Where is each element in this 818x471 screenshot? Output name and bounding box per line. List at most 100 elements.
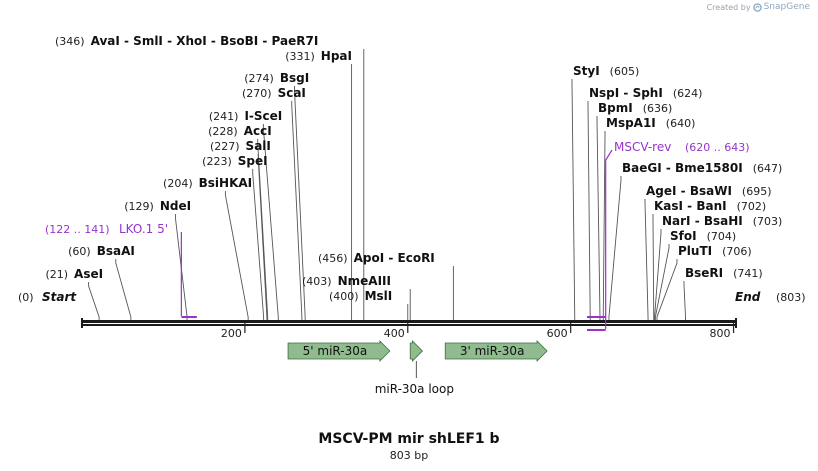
enzyme-name: ScaI bbox=[278, 86, 306, 100]
backbone bbox=[81, 318, 737, 328]
enzyme-position: (703) bbox=[753, 215, 783, 228]
feature[interactable]: miR-30a loop bbox=[375, 340, 454, 396]
enzyme-label[interactable]: (270) ScaI bbox=[242, 86, 306, 100]
end-label: End bbox=[735, 290, 761, 304]
enzyme-name: SpeI bbox=[238, 154, 268, 168]
enzyme-label[interactable]: PluTI (706) bbox=[678, 244, 752, 258]
enzyme-position: (331) bbox=[285, 50, 315, 63]
enzyme-label[interactable]: (21) AseI bbox=[45, 267, 103, 281]
enzyme-label[interactable]: (223) SpeI bbox=[202, 154, 267, 168]
end-position: (803) bbox=[776, 291, 806, 304]
enzyme-name: BpmI bbox=[598, 101, 633, 115]
enzyme-leader-line bbox=[654, 229, 662, 320]
enzyme-position: (403) bbox=[302, 275, 332, 288]
enzyme-leader-line bbox=[602, 131, 606, 320]
enzyme-label[interactable]: (228) AccI bbox=[208, 124, 272, 138]
enzyme-label[interactable]: AgeI - BsaWI (695) bbox=[646, 184, 772, 198]
enzyme-name: NspI - SphI bbox=[589, 86, 663, 100]
enzyme-label[interactable]: (60) BsaAI bbox=[68, 244, 135, 258]
enzyme-name: BsgI bbox=[280, 71, 309, 85]
enzyme-name: HpaI bbox=[321, 49, 352, 63]
enzyme-label[interactable]: (403) NmeAIII bbox=[302, 274, 391, 288]
enzyme-label[interactable]: StyI (605) bbox=[573, 64, 639, 78]
enzyme-position: (129) bbox=[124, 200, 154, 213]
enzyme-leader-lines bbox=[88, 49, 686, 320]
enzyme-name: AvaI - SmlI - XhoI - BsoBI - PaeR7I bbox=[91, 34, 319, 48]
enzyme-label[interactable]: BaeGI - Bme1580I (647) bbox=[622, 161, 782, 175]
enzyme-leader-line bbox=[608, 176, 622, 320]
primers: (122 .. 141) LKO.1 5' MSCV-rev (620 .. 643) bbox=[45, 140, 750, 331]
primer[interactable]: MSCV-rev (620 .. 643) bbox=[586, 140, 750, 331]
enzyme-name: AccI bbox=[244, 124, 272, 138]
features: 5' miR-30a miR-30a loop 3' miR-30a bbox=[287, 340, 548, 396]
enzyme-label[interactable]: MspA1I (640) bbox=[606, 116, 695, 130]
enzyme-leader-line bbox=[224, 191, 249, 320]
snapgene-credit: Created by SnapGene bbox=[707, 2, 810, 12]
enzyme-position: (636) bbox=[643, 102, 673, 115]
enzyme-name: SalI bbox=[246, 139, 271, 153]
enzyme-leader-line bbox=[291, 101, 303, 320]
enzyme-name: BsiHKAI bbox=[199, 176, 253, 190]
enzyme-name: MspA1I bbox=[606, 116, 656, 130]
enzyme-label[interactable]: (241) I-SceI bbox=[209, 109, 282, 123]
enzyme-label[interactable]: (346) AvaI - SmlI - XhoI - BsoBI - PaeR7I bbox=[55, 34, 318, 48]
enzyme-labels: (21) AseI (60) BsaAI (129) NdeI (204) BsiHKAI (2… bbox=[45, 34, 782, 303]
enzyme-position: (647) bbox=[753, 162, 783, 175]
enzyme-position: (241) bbox=[209, 110, 239, 123]
start-label: Start bbox=[42, 290, 77, 304]
feature-arrow bbox=[409, 340, 424, 362]
enzyme-leader-line bbox=[252, 169, 265, 320]
enzyme-label[interactable]: (456) ApoI - EcoRI bbox=[318, 251, 435, 265]
enzyme-label[interactable]: (227) SalI bbox=[210, 139, 271, 153]
feature-label: 3' miR-30a bbox=[460, 344, 525, 358]
enzyme-label[interactable]: SfoI (704) bbox=[670, 229, 736, 243]
enzyme-leader-line bbox=[294, 86, 306, 320]
enzyme-leader-line bbox=[115, 259, 132, 320]
start-position: (0) bbox=[18, 291, 34, 304]
feature-arrow bbox=[287, 340, 391, 362]
enzyme-leader-line bbox=[644, 199, 649, 320]
enzyme-name: NdeI bbox=[160, 199, 191, 213]
enzyme-label[interactable]: (204) BsiHKAI bbox=[163, 176, 252, 190]
backbone-end-cap bbox=[735, 318, 737, 328]
enzyme-label[interactable]: (400) MslI bbox=[329, 289, 392, 303]
feature-label: 5' miR-30a bbox=[303, 344, 368, 358]
enzyme-label[interactable]: BpmI (636) bbox=[598, 101, 672, 115]
primer[interactable]: (122 .. 141) LKO.1 5' bbox=[45, 222, 197, 318]
enzyme-position: (346) bbox=[55, 35, 85, 48]
enzyme-label[interactable]: (274) BsgI bbox=[244, 71, 309, 85]
enzyme-position: (400) bbox=[329, 290, 359, 303]
enzyme-label[interactable]: NspI - SphI (624) bbox=[589, 86, 702, 100]
enzyme-position: (624) bbox=[673, 87, 703, 100]
primer-name: MSCV-rev bbox=[614, 140, 671, 154]
enzyme-name: BsaAI bbox=[97, 244, 135, 258]
enzyme-leader-line bbox=[656, 259, 678, 320]
backbone-strand-top bbox=[82, 320, 736, 323]
enzyme-position: (60) bbox=[68, 245, 91, 258]
ruler: 200 400 600 800 bbox=[221, 323, 735, 340]
feature[interactable]: 3' miR-30a bbox=[444, 340, 548, 362]
enzyme-name: AseI bbox=[74, 267, 103, 281]
enzyme-label[interactable]: BseRI (741) bbox=[685, 266, 763, 280]
enzyme-position: (605) bbox=[610, 65, 640, 78]
ruler-tick-label: 600 bbox=[547, 327, 568, 340]
enzyme-label[interactable]: NarI - BsaHI (703) bbox=[662, 214, 782, 228]
enzyme-label[interactable]: KasI - BanI (702) bbox=[654, 199, 766, 213]
enzyme-name: StyI bbox=[573, 64, 600, 78]
enzyme-label[interactable]: (129) NdeI bbox=[124, 199, 191, 213]
enzyme-position: (274) bbox=[244, 72, 274, 85]
enzyme-label[interactable]: (331) HpaI bbox=[285, 49, 352, 63]
ruler-tick-label: 800 bbox=[710, 327, 731, 340]
enzyme-position: (227) bbox=[210, 140, 240, 153]
enzyme-position: (21) bbox=[45, 268, 68, 281]
enzyme-leader-line bbox=[88, 282, 100, 320]
feature[interactable]: 5' miR-30a bbox=[287, 340, 391, 362]
enzyme-name: SfoI bbox=[670, 229, 697, 243]
primer-leader bbox=[605, 149, 613, 329]
enzyme-position: (702) bbox=[737, 200, 767, 213]
plasmid-length: 803 bp bbox=[389, 449, 429, 462]
credit-label: Created by bbox=[706, 2, 751, 12]
enzyme-name: NmeAIII bbox=[338, 274, 391, 288]
enzyme-leader-line bbox=[262, 124, 279, 320]
